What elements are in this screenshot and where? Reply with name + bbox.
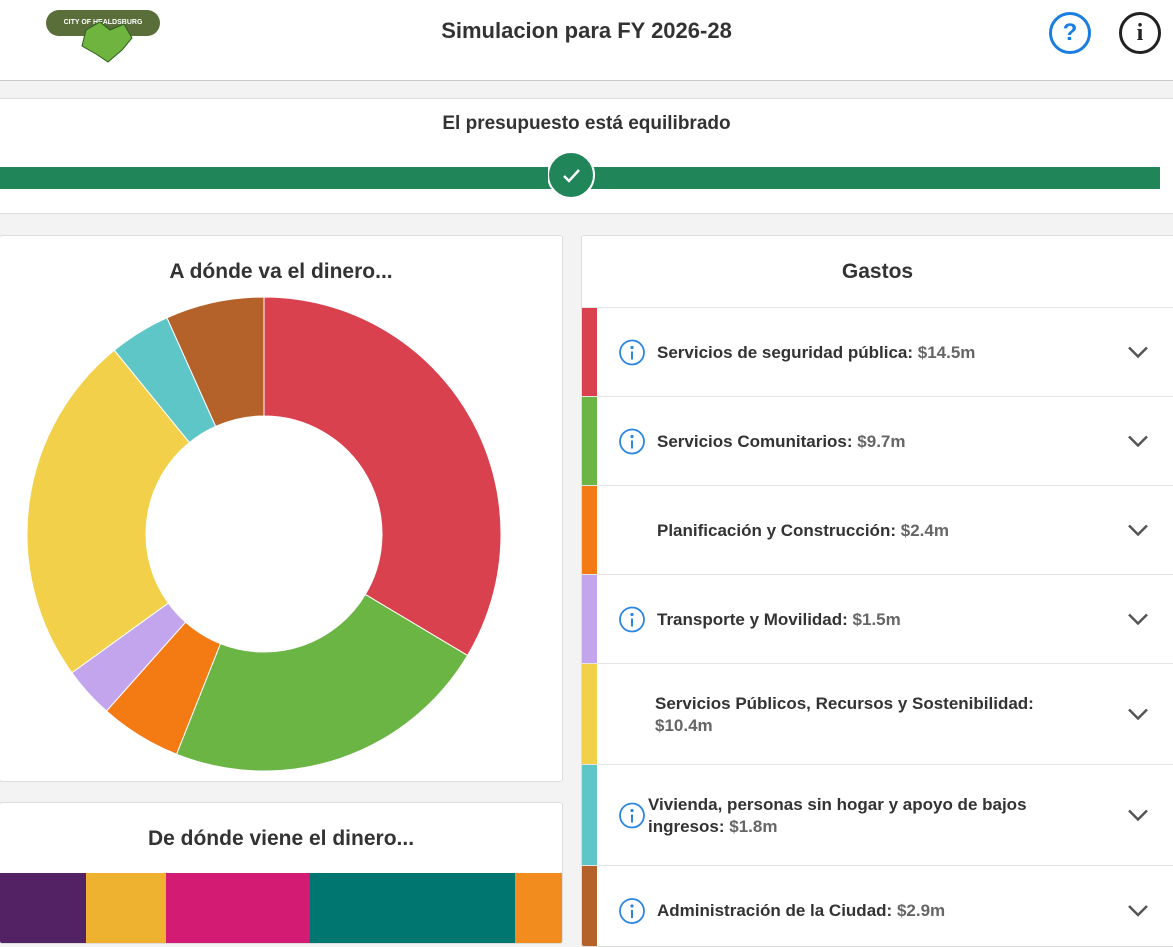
info-dot bbox=[630, 904, 634, 908]
header: CITY OF HEALDSBURG Simulacion para FY 20… bbox=[0, 0, 1173, 81]
info-dot bbox=[630, 808, 634, 813]
expense-label: Servicios de seguridad pública: $14.5m bbox=[657, 342, 1077, 364]
revenue-segment bbox=[515, 873, 562, 943]
help-button[interactable]: ? bbox=[1049, 12, 1091, 54]
logo-leaf bbox=[81, 21, 133, 63]
donut-slice bbox=[166, 296, 265, 428]
info-icon bbox=[619, 898, 645, 924]
revenue-segment bbox=[0, 873, 86, 943]
expense-row[interactable]: Servicios Comunitarios: $9.7m bbox=[582, 396, 1173, 486]
category-name: Servicios Públicos, Recursos y Sostenibi… bbox=[655, 693, 1034, 713]
revenue-bar bbox=[0, 873, 562, 943]
amount: $1.8m bbox=[729, 816, 778, 836]
amount: $1.5m bbox=[852, 609, 901, 629]
chevron bbox=[1128, 809, 1148, 822]
expense-label: Servicios Públicos, Recursos y Sostenibi… bbox=[655, 693, 1075, 737]
color-strip bbox=[582, 308, 597, 397]
donut-slice bbox=[263, 296, 502, 657]
info-dot bbox=[630, 612, 634, 617]
category-name: Vivienda, personas sin hogar y apoyo de … bbox=[648, 794, 1027, 836]
page-title: Simulacion para FY 2026-28 bbox=[441, 18, 732, 43]
donut-chart bbox=[26, 296, 502, 772]
chevron bbox=[1128, 613, 1148, 626]
expense-label: Transporte y Movilidad: $1.5m bbox=[657, 609, 1077, 631]
donut-card: A dónde va el dinero... bbox=[0, 235, 563, 782]
color-strip bbox=[582, 575, 597, 664]
donut-slice bbox=[175, 593, 469, 772]
category-name: Administración de la Ciudad: bbox=[657, 901, 893, 920]
color-strip bbox=[582, 866, 597, 946]
amount: $14.5m bbox=[917, 342, 976, 362]
expense-row[interactable]: Planificación y Construcción: $2.4m bbox=[582, 485, 1173, 575]
expense-label: Planificación y Construcción: $2.4m bbox=[657, 520, 1077, 542]
revenue-title: De dónde viene el dinero... bbox=[147, 827, 415, 850]
info-icon bbox=[619, 802, 645, 829]
category-name: Planificación y Construcción: bbox=[657, 520, 896, 540]
chevron bbox=[1128, 708, 1148, 721]
color-strip bbox=[582, 765, 597, 866]
expense-row[interactable]: Vivienda, personas sin hogar y apoyo de … bbox=[582, 764, 1173, 866]
info-icon bbox=[619, 339, 645, 366]
check-icon bbox=[548, 152, 595, 199]
info-icon bbox=[619, 606, 645, 633]
status-bar: El presupuesto está equilibrado bbox=[0, 98, 1173, 214]
chevron bbox=[1128, 905, 1148, 917]
info-dot bbox=[630, 434, 634, 439]
info-icon bbox=[619, 428, 645, 455]
expense-list: Gastos Servicios de seguridad pública: $… bbox=[581, 235, 1173, 947]
status-text: El presupuesto está equilibrado bbox=[442, 113, 731, 134]
expense-row[interactable]: Administración de la Ciudad: $2.9m bbox=[582, 865, 1173, 946]
donut-slice bbox=[26, 349, 191, 674]
amount: $9.7m bbox=[857, 431, 906, 451]
category-name: Servicios de seguridad pública: bbox=[657, 342, 914, 362]
amount: $2.9m bbox=[896, 901, 946, 920]
category-name: Transporte y Movilidad: bbox=[657, 609, 848, 629]
revenue-segment bbox=[86, 873, 166, 943]
chevron bbox=[1128, 524, 1148, 537]
expense-row[interactable]: Transporte y Movilidad: $1.5m bbox=[582, 574, 1173, 664]
expense-row[interactable]: Servicios de seguridad pública: $14.5m bbox=[582, 307, 1173, 397]
revenue-segment bbox=[166, 873, 310, 943]
expense-label: Administración de la Ciudad: $2.9m bbox=[657, 900, 1077, 922]
list-title: Gastos bbox=[841, 260, 914, 283]
chevron bbox=[1128, 346, 1148, 359]
amount: $2.4m bbox=[900, 520, 949, 540]
expense-label: Vivienda, personas sin hogar y apoyo de … bbox=[648, 794, 1068, 838]
amount: $10.4m bbox=[655, 715, 713, 735]
info-dot bbox=[630, 345, 634, 350]
color-strip bbox=[582, 664, 597, 765]
revenue-card: De dónde viene el dinero... bbox=[0, 802, 563, 944]
color-strip bbox=[582, 486, 597, 575]
color-strip bbox=[582, 397, 597, 486]
expense-row[interactable]: Servicios Públicos, Recursos y Sostenibi… bbox=[582, 663, 1173, 765]
donut-title: A dónde va el dinero... bbox=[169, 260, 393, 283]
expense-label: Servicios Comunitarios: $9.7m bbox=[657, 431, 1077, 453]
chevron bbox=[1128, 435, 1148, 448]
category-name: Servicios Comunitarios: bbox=[657, 431, 853, 451]
info-button[interactable]: i bbox=[1119, 12, 1161, 54]
revenue-segment bbox=[310, 873, 515, 943]
